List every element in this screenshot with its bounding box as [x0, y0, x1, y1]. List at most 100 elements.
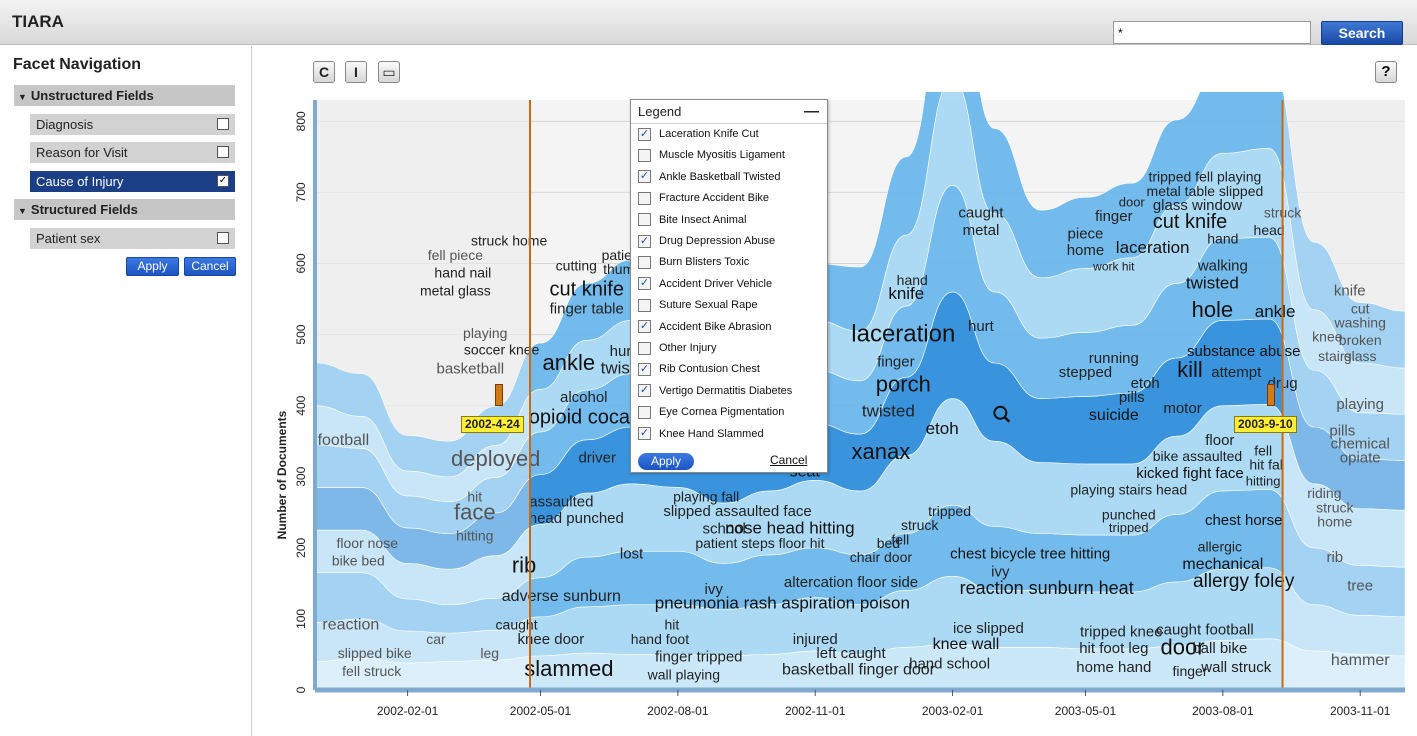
legend-apply-button[interactable]: Apply: [638, 453, 694, 470]
legend-item[interactable]: Other Injury: [638, 340, 716, 358]
legend-item-checkbox[interactable]: ✓: [638, 362, 651, 376]
keyword-label: laceration: [1116, 238, 1190, 257]
keyword-label: kicked fight face: [1136, 465, 1244, 482]
keyword-label: finger tripped: [655, 649, 743, 666]
keyword-label: fell: [1254, 442, 1272, 458]
y-tick-label: 400: [294, 395, 308, 415]
keyword-label: altercation floor side: [784, 574, 918, 591]
facet-cause-of-injury[interactable]: Cause of Injury ✓: [30, 171, 235, 192]
keyword-label: porch: [876, 371, 931, 396]
legend-item-label: Knee Hand Slammed: [659, 427, 764, 440]
facet-reason-for-visit[interactable]: Reason for Visit: [30, 142, 235, 163]
keyword-label: basketball finger door: [782, 661, 936, 678]
facet-diagnosis[interactable]: Diagnosis: [30, 114, 235, 135]
facet-reason-for-visit-checkbox[interactable]: [217, 146, 229, 158]
legend-item[interactable]: ✓ Accident Bike Abrasion: [638, 319, 772, 337]
keyword-label: pneumonia rash aspiration poison: [655, 593, 910, 612]
x-tick-label: 2002-11-01: [785, 704, 846, 718]
keyword-label: lost: [620, 545, 644, 562]
keyword-label: door: [1119, 195, 1146, 210]
legend-item[interactable]: ✓ Rib Contusion Chest: [638, 361, 760, 379]
keyword-label: alcohol: [560, 389, 608, 406]
legend-item[interactable]: Eye Cornea Pigmentation: [638, 404, 784, 422]
legend-item[interactable]: ✓ Accident Driver Vehicle: [638, 276, 772, 294]
legend-item-checkbox[interactable]: [638, 148, 651, 162]
legend-item[interactable]: Suture Sexual Rape: [638, 297, 757, 315]
legend-title: Legend: [638, 104, 682, 119]
legend-item-checkbox[interactable]: [638, 341, 651, 355]
x-tick-label: 2003-02-01: [922, 704, 984, 718]
keyword-label: patient steps floor hit: [695, 535, 824, 551]
keyword-label: fell struck: [342, 663, 402, 679]
keyword-label: playing: [1336, 396, 1384, 413]
legend-item-checkbox[interactable]: [638, 213, 651, 227]
legend-item-checkbox[interactable]: ✓: [638, 170, 651, 184]
text-cursor-icon[interactable]: I: [345, 61, 367, 83]
y-tick-label: 100: [294, 609, 308, 629]
keyword-label: chest bicycle tree hitting: [950, 545, 1110, 562]
keyword-label: ankle: [1255, 302, 1296, 321]
keyword-label: motor: [1163, 400, 1201, 417]
range-end-handle[interactable]: [1267, 384, 1275, 406]
legend-item-checkbox[interactable]: ✓: [638, 384, 651, 398]
keyword-label: ivy: [991, 563, 1010, 580]
facet-cancel-button[interactable]: Cancel: [184, 257, 236, 276]
keyword-label: bike bed: [332, 553, 385, 569]
keyword-label: hole: [1192, 297, 1234, 322]
legend-item-checkbox[interactable]: ✓: [638, 427, 651, 441]
search-button[interactable]: Search: [1321, 21, 1403, 45]
keyword-label: washing: [1334, 314, 1386, 330]
comment-icon[interactable]: ▭: [378, 61, 400, 83]
keyword-label: basketball: [437, 361, 505, 378]
legend-item[interactable]: Bite Insect Animal: [638, 212, 746, 230]
legend-item[interactable]: ✓ Vertigo Dermatitis Diabetes: [638, 383, 792, 401]
range-start-handle[interactable]: [495, 384, 503, 406]
keyword-label: struck: [901, 517, 939, 533]
keyword-label: knee door: [518, 631, 585, 648]
legend-item-checkbox[interactable]: ✓: [638, 234, 651, 248]
x-tick-label: 2002-02-01: [377, 704, 439, 718]
legend-item[interactable]: ✓ Knee Hand Slammed: [638, 426, 764, 444]
help-icon[interactable]: ?: [1375, 61, 1397, 83]
keyword-label: football: [318, 432, 370, 449]
legend-cancel-button[interactable]: Cancel: [770, 453, 808, 467]
facet-diagnosis-checkbox[interactable]: [217, 118, 229, 130]
legend-item[interactable]: Fracture Accident Bike: [638, 190, 769, 208]
legend-item-label: Other Injury: [659, 342, 717, 354]
keyword-label: hand: [1207, 231, 1238, 247]
legend-item[interactable]: ✓ Ankle Basketball Twisted: [638, 169, 780, 187]
keyword-label: etoh: [926, 419, 959, 438]
facet-patient-sex[interactable]: Patient sex: [30, 228, 235, 249]
legend-item-checkbox[interactable]: [638, 191, 651, 205]
keyword-label: running: [1089, 350, 1139, 367]
facet-patient-sex-checkbox[interactable]: [217, 232, 229, 244]
keyword-label: hurt: [610, 343, 637, 360]
legend-item-checkbox[interactable]: ✓: [638, 127, 651, 141]
legend-item[interactable]: ✓ Drug Depression Abuse: [638, 233, 775, 251]
keyword-label: driver: [578, 450, 616, 467]
keyword-label: door: [1160, 634, 1204, 659]
search-input[interactable]: [1113, 21, 1311, 44]
facet-apply-button[interactable]: Apply: [126, 257, 179, 276]
keyword-label: allergy foley: [1193, 571, 1295, 592]
group-unstructured-fields[interactable]: ▼ Unstructured Fields: [14, 85, 235, 106]
keyword-label: knife: [888, 284, 924, 303]
keyword-label: punched: [1102, 506, 1156, 522]
theme-river-chart[interactable]: football reaction floor nose bike bed slippe…: [262, 92, 1412, 722]
keyword-label: playing stairs head: [1070, 482, 1187, 498]
minimize-icon[interactable]: —: [804, 103, 819, 120]
keyword-label: face: [454, 499, 496, 524]
legend-header: Legend —: [631, 100, 827, 124]
legend-item-checkbox[interactable]: [638, 255, 651, 269]
facet-cause-of-injury-checkbox[interactable]: ✓: [217, 175, 229, 187]
legend-item-checkbox[interactable]: ✓: [638, 320, 651, 334]
legend-item-checkbox[interactable]: [638, 298, 651, 312]
legend-item-checkbox[interactable]: [638, 405, 651, 419]
facet-label: Reason for Visit: [36, 145, 128, 160]
legend-item-checkbox[interactable]: ✓: [638, 277, 651, 291]
legend-item[interactable]: ✓ Laceration Knife Cut: [638, 126, 759, 144]
refresh-icon[interactable]: C: [313, 61, 335, 83]
legend-item[interactable]: Muscle Myositis Ligament: [638, 147, 785, 165]
legend-item[interactable]: Burn Blisters Toxic: [638, 254, 749, 272]
group-structured-fields[interactable]: ▼ Structured Fields: [14, 199, 235, 220]
